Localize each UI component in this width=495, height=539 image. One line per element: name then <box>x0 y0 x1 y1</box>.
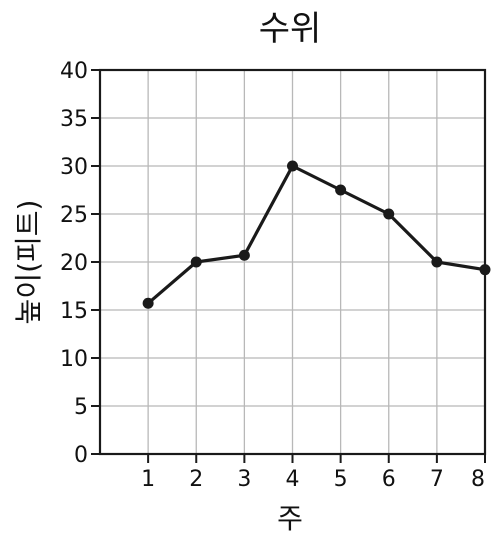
x-tick-label: 6 <box>382 467 396 492</box>
chart-title: 수위 <box>259 9 322 49</box>
x-axis-ticks: 1 2 3 4 5 6 7 8 <box>141 454 486 492</box>
data-point <box>190 256 202 268</box>
x-axis-label: 주 <box>277 502 303 535</box>
x-tick-label: 1 <box>141 467 155 492</box>
data-points <box>142 160 491 309</box>
data-point <box>431 256 443 268</box>
y-tick-label: 15 <box>60 299 88 324</box>
data-point <box>287 160 298 172</box>
data-point <box>383 208 395 220</box>
y-tick-label: 20 <box>60 251 88 276</box>
y-tick-label: 30 <box>60 155 88 180</box>
data-point <box>335 184 347 196</box>
x-tick-label: 2 <box>189 467 203 492</box>
y-axis-ticks: 0 5 10 15 20 25 30 35 40 <box>60 59 100 468</box>
data-point <box>142 297 154 309</box>
x-tick-label: 4 <box>286 467 300 492</box>
y-tick-label: 40 <box>60 59 88 84</box>
y-tick-label: 10 <box>60 347 88 372</box>
grid <box>100 69 486 455</box>
x-tick-label: 5 <box>334 467 348 492</box>
y-tick-label: 25 <box>60 203 88 228</box>
y-tick-label: 0 <box>74 443 88 468</box>
data-point <box>479 264 491 276</box>
y-tick-label: 5 <box>74 395 88 420</box>
y-tick-label: 35 <box>60 107 88 132</box>
data-point <box>238 249 250 261</box>
x-tick-label: 7 <box>430 467 444 492</box>
x-tick-label: 8 <box>471 467 485 492</box>
y-axis-label: 높이(피트) <box>12 200 45 325</box>
x-tick-label: 3 <box>237 467 251 492</box>
series-line <box>147 164 486 305</box>
